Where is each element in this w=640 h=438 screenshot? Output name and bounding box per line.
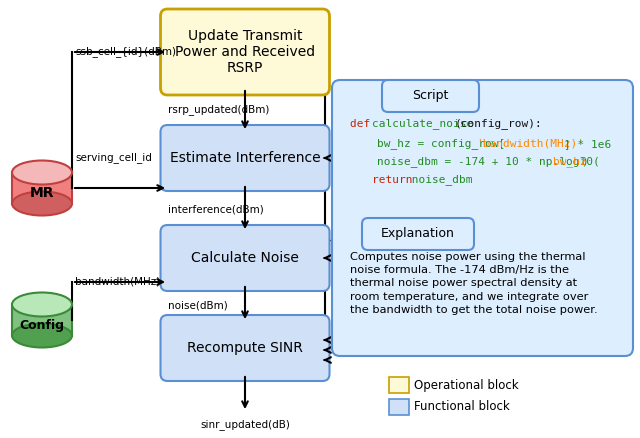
Text: Recompute SINR: Recompute SINR [187,341,303,355]
Text: ): ) [581,157,588,167]
Text: (config_row):: (config_row): [454,119,542,130]
FancyBboxPatch shape [389,377,409,393]
Ellipse shape [12,293,72,317]
Polygon shape [12,304,72,336]
FancyBboxPatch shape [362,218,474,250]
Text: noise(dBm): noise(dBm) [168,301,228,311]
Text: Update Transmit
Power and Received
RSRP: Update Transmit Power and Received RSRP [175,29,315,75]
Text: def: def [350,119,377,129]
Ellipse shape [12,324,72,347]
FancyBboxPatch shape [389,399,409,415]
Text: Operational block: Operational block [414,378,518,392]
FancyBboxPatch shape [161,315,330,381]
Polygon shape [12,173,72,204]
FancyBboxPatch shape [382,80,479,112]
Text: Explanation: Explanation [381,227,455,240]
Text: ] * 1e6: ] * 1e6 [564,139,612,149]
Text: interference(dBm): interference(dBm) [168,205,264,215]
Text: bw_hz: bw_hz [554,156,588,167]
Text: Estimate Interference: Estimate Interference [170,151,320,165]
Text: Computes noise power using the thermal
noise formula. The -174 dBm/Hz is the
the: Computes noise power using the thermal n… [350,252,598,315]
Text: serving_cell_id: serving_cell_id [75,152,152,163]
FancyBboxPatch shape [161,9,330,95]
Text: rsrp_updated(dBm): rsrp_updated(dBm) [168,105,269,116]
Text: Functional block: Functional block [414,400,509,413]
Text: Config: Config [19,318,65,332]
FancyBboxPatch shape [161,225,330,291]
Text: noise_dbm: noise_dbm [405,175,472,185]
FancyBboxPatch shape [161,125,330,191]
Text: sinr_updated(dB): sinr_updated(dB) [200,420,290,431]
Text: 'bandwidth(MHz)': 'bandwidth(MHz)' [477,139,584,149]
Text: noise_dbm = -174 + 10 * np.log10(: noise_dbm = -174 + 10 * np.log10( [350,156,600,167]
Ellipse shape [12,160,72,184]
Text: return: return [372,175,413,185]
Text: bw_hz = config_row[: bw_hz = config_row[ [350,138,505,149]
Ellipse shape [12,191,72,215]
Text: Calculate Noise: Calculate Noise [191,251,299,265]
Text: ssb_cell_{id}(dBm): ssb_cell_{id}(dBm) [75,46,176,57]
FancyBboxPatch shape [332,80,633,356]
Text: calculate_noise: calculate_noise [372,119,473,130]
Text: Script: Script [412,89,448,102]
Text: bandwidth(MHz): bandwidth(MHz) [75,277,160,287]
Text: MR: MR [29,186,54,200]
